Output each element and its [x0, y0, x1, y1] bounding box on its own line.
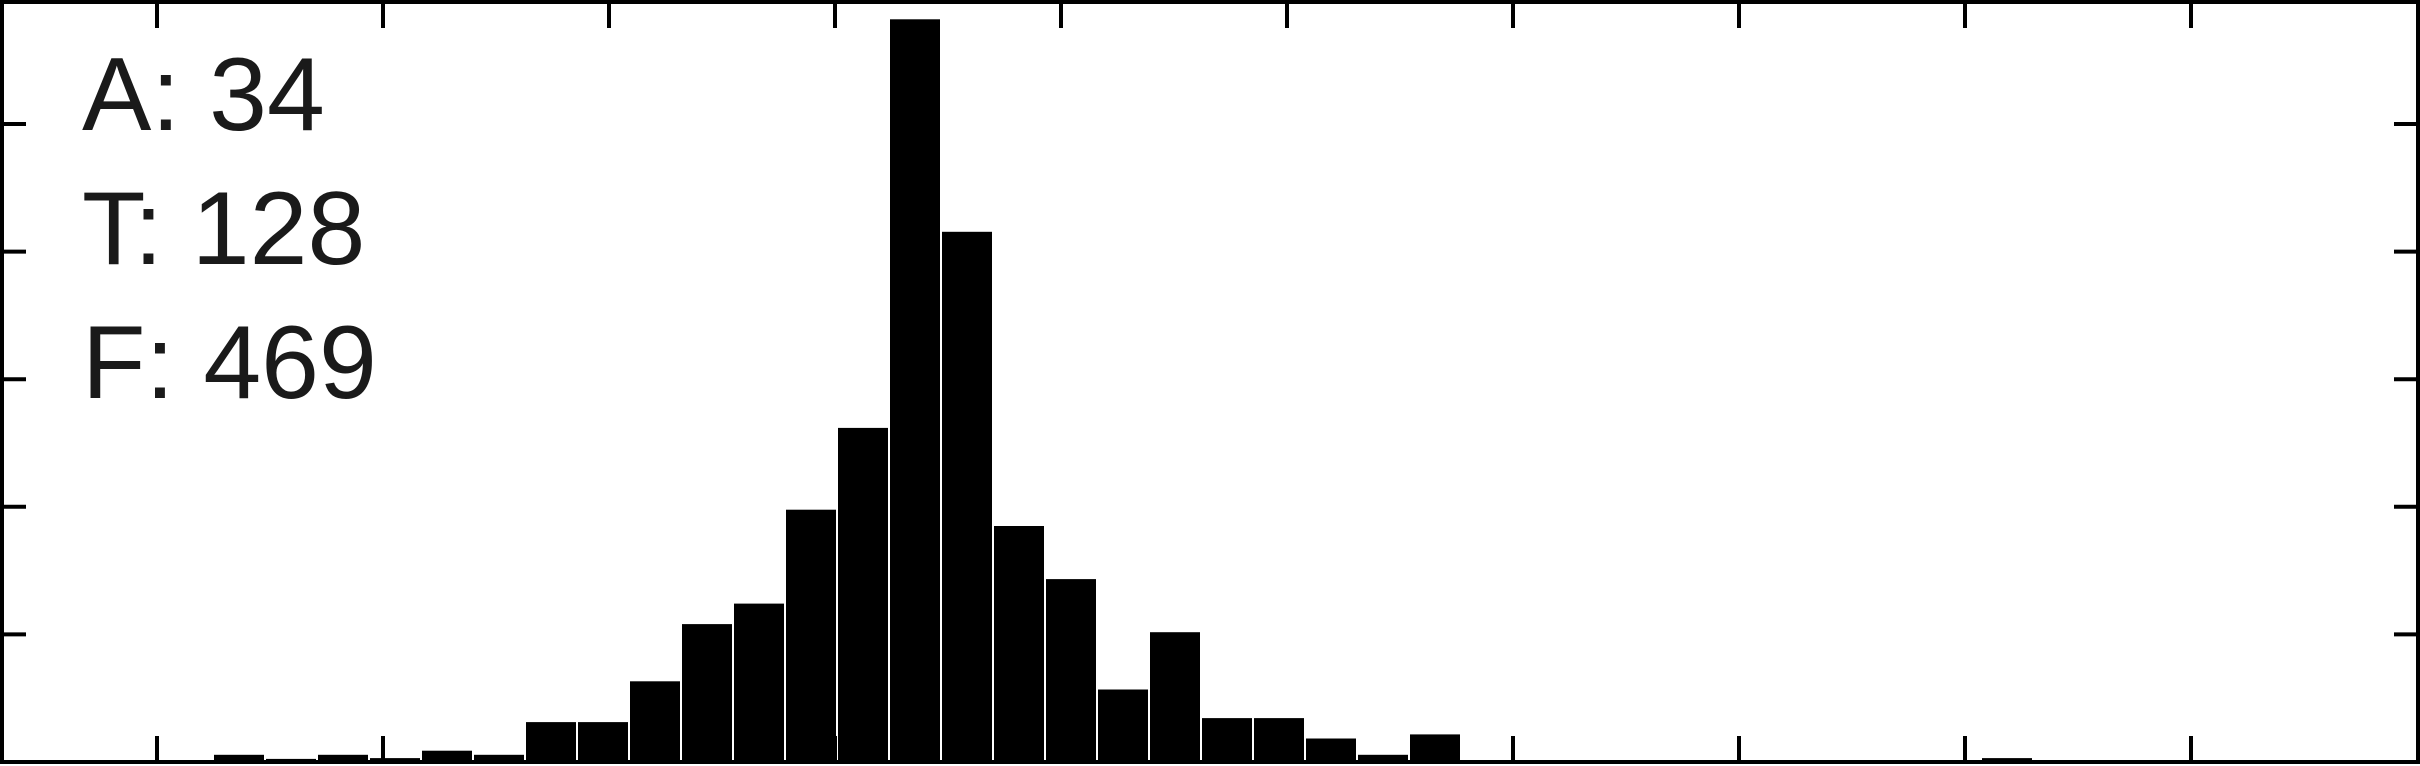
histogram-bar — [680, 622, 734, 763]
histogram-bar — [1148, 630, 1202, 764]
histogram-bar — [1200, 716, 1254, 763]
histogram-bar — [784, 507, 838, 764]
histogram-bar — [524, 720, 578, 763]
histogram-bar — [628, 679, 682, 763]
histogram-bar — [1408, 732, 1462, 764]
histogram-bar — [1096, 687, 1150, 763]
histogram-bar — [1044, 577, 1098, 763]
histogram-bar — [1304, 736, 1358, 763]
annotation-a: A: 34 — [82, 37, 325, 153]
bars-group — [212, 17, 2034, 764]
annotation-t: T: 128 — [82, 171, 365, 287]
histogram-bar — [940, 229, 994, 764]
histogram-bar — [836, 425, 890, 763]
annotation-f: F: 469 — [82, 305, 377, 421]
histogram-bar — [992, 524, 1046, 763]
histogram-bar — [576, 720, 630, 763]
histogram-bar — [732, 601, 786, 763]
histogram-bar — [1252, 716, 1306, 763]
histogram-bar — [888, 17, 942, 764]
